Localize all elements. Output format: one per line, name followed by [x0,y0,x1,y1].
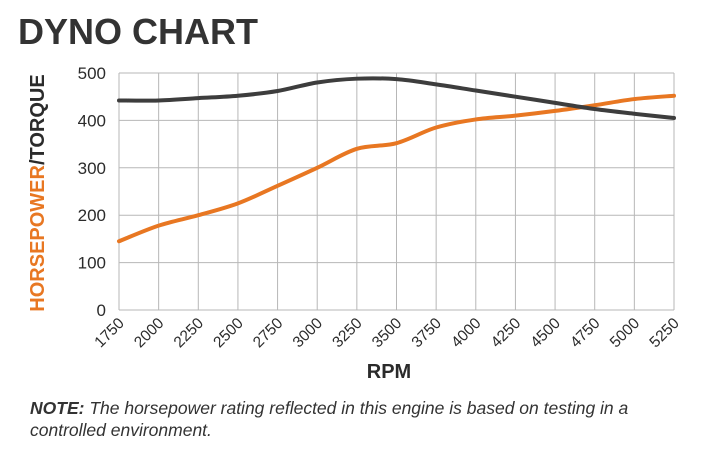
y-axis-label: HORSEPOWER/TORQUE [27,74,49,311]
y-tick-label: 200 [78,206,106,225]
x-tick-label: 4000 [448,315,485,352]
y-axis-label-torque: TORQUE [27,74,49,159]
x-tick-label: 3500 [369,315,406,352]
chart-title: DYNO CHART [18,11,258,52]
y-tick-label: 100 [78,254,106,273]
x-tick-label: 2750 [250,315,287,352]
x-tick-label: 1750 [91,315,128,352]
x-tick-label: 3000 [290,315,327,352]
x-tick-label: 5250 [646,315,683,352]
footnote-text: The horsepower rating reflected in this … [30,398,629,440]
footnote-label: NOTE: [30,398,85,418]
x-tick-label: 4750 [567,315,604,352]
x-tick-label: 5000 [607,315,644,352]
x-tick-label: 2000 [131,315,168,352]
y-tick-label: 300 [78,159,106,178]
x-axis-label: RPM [367,361,411,383]
x-tick-label: 2500 [210,315,247,352]
chart-lines [117,76,676,244]
torque-series-line [117,76,676,121]
x-tick-label: 3750 [409,315,446,352]
y-tick-label: 500 [78,64,106,83]
x-tick-label: 2250 [171,315,208,352]
x-axis-ticks: 1750 2000 2250 2500 2750 3000 3250 3500 3750 4000… [91,315,683,352]
y-tick-label: 0 [97,301,106,320]
footnote: NOTE: The horsepower rating reflected in… [30,397,690,441]
y-axis-ticks: 0 100 200 300 400 500 [78,64,106,320]
x-tick-label: 4250 [488,315,525,352]
x-tick-label: 4500 [527,315,564,352]
y-axis-label-separator: / [27,159,49,165]
x-tick-label: 3250 [329,315,366,352]
y-axis-label-horsepower: HORSEPOWER [27,164,49,311]
y-tick-label: 400 [78,111,106,130]
dyno-chart: DYNO CHART 0 100 200 300 400 500 1750 2000 2250… [18,11,683,383]
